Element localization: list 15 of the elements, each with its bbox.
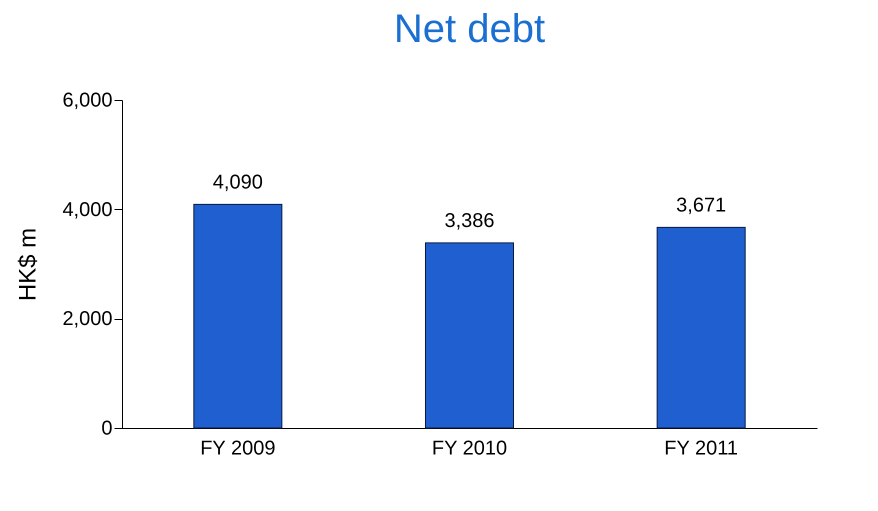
x-tick-label: FY 2010 bbox=[432, 438, 508, 460]
data-label: 3,671 bbox=[676, 194, 726, 216]
data-label: 3,386 bbox=[444, 210, 495, 232]
y-tick-label: 4,000 bbox=[62, 198, 112, 221]
data-label: 4,090 bbox=[212, 171, 263, 194]
y-tick-label: 2,000 bbox=[62, 308, 112, 330]
bar bbox=[424, 242, 514, 428]
y-tick-label: 0 bbox=[101, 418, 112, 440]
y-tick-label: 6,000 bbox=[62, 90, 112, 112]
x-tick-label: FY 2011 bbox=[664, 438, 738, 460]
bar bbox=[656, 226, 746, 428]
y-axis-title: HK$ m bbox=[14, 228, 42, 302]
chart-title: Net debt bbox=[394, 7, 546, 51]
x-tick-label: FY 2009 bbox=[200, 438, 276, 460]
bar bbox=[193, 204, 282, 428]
